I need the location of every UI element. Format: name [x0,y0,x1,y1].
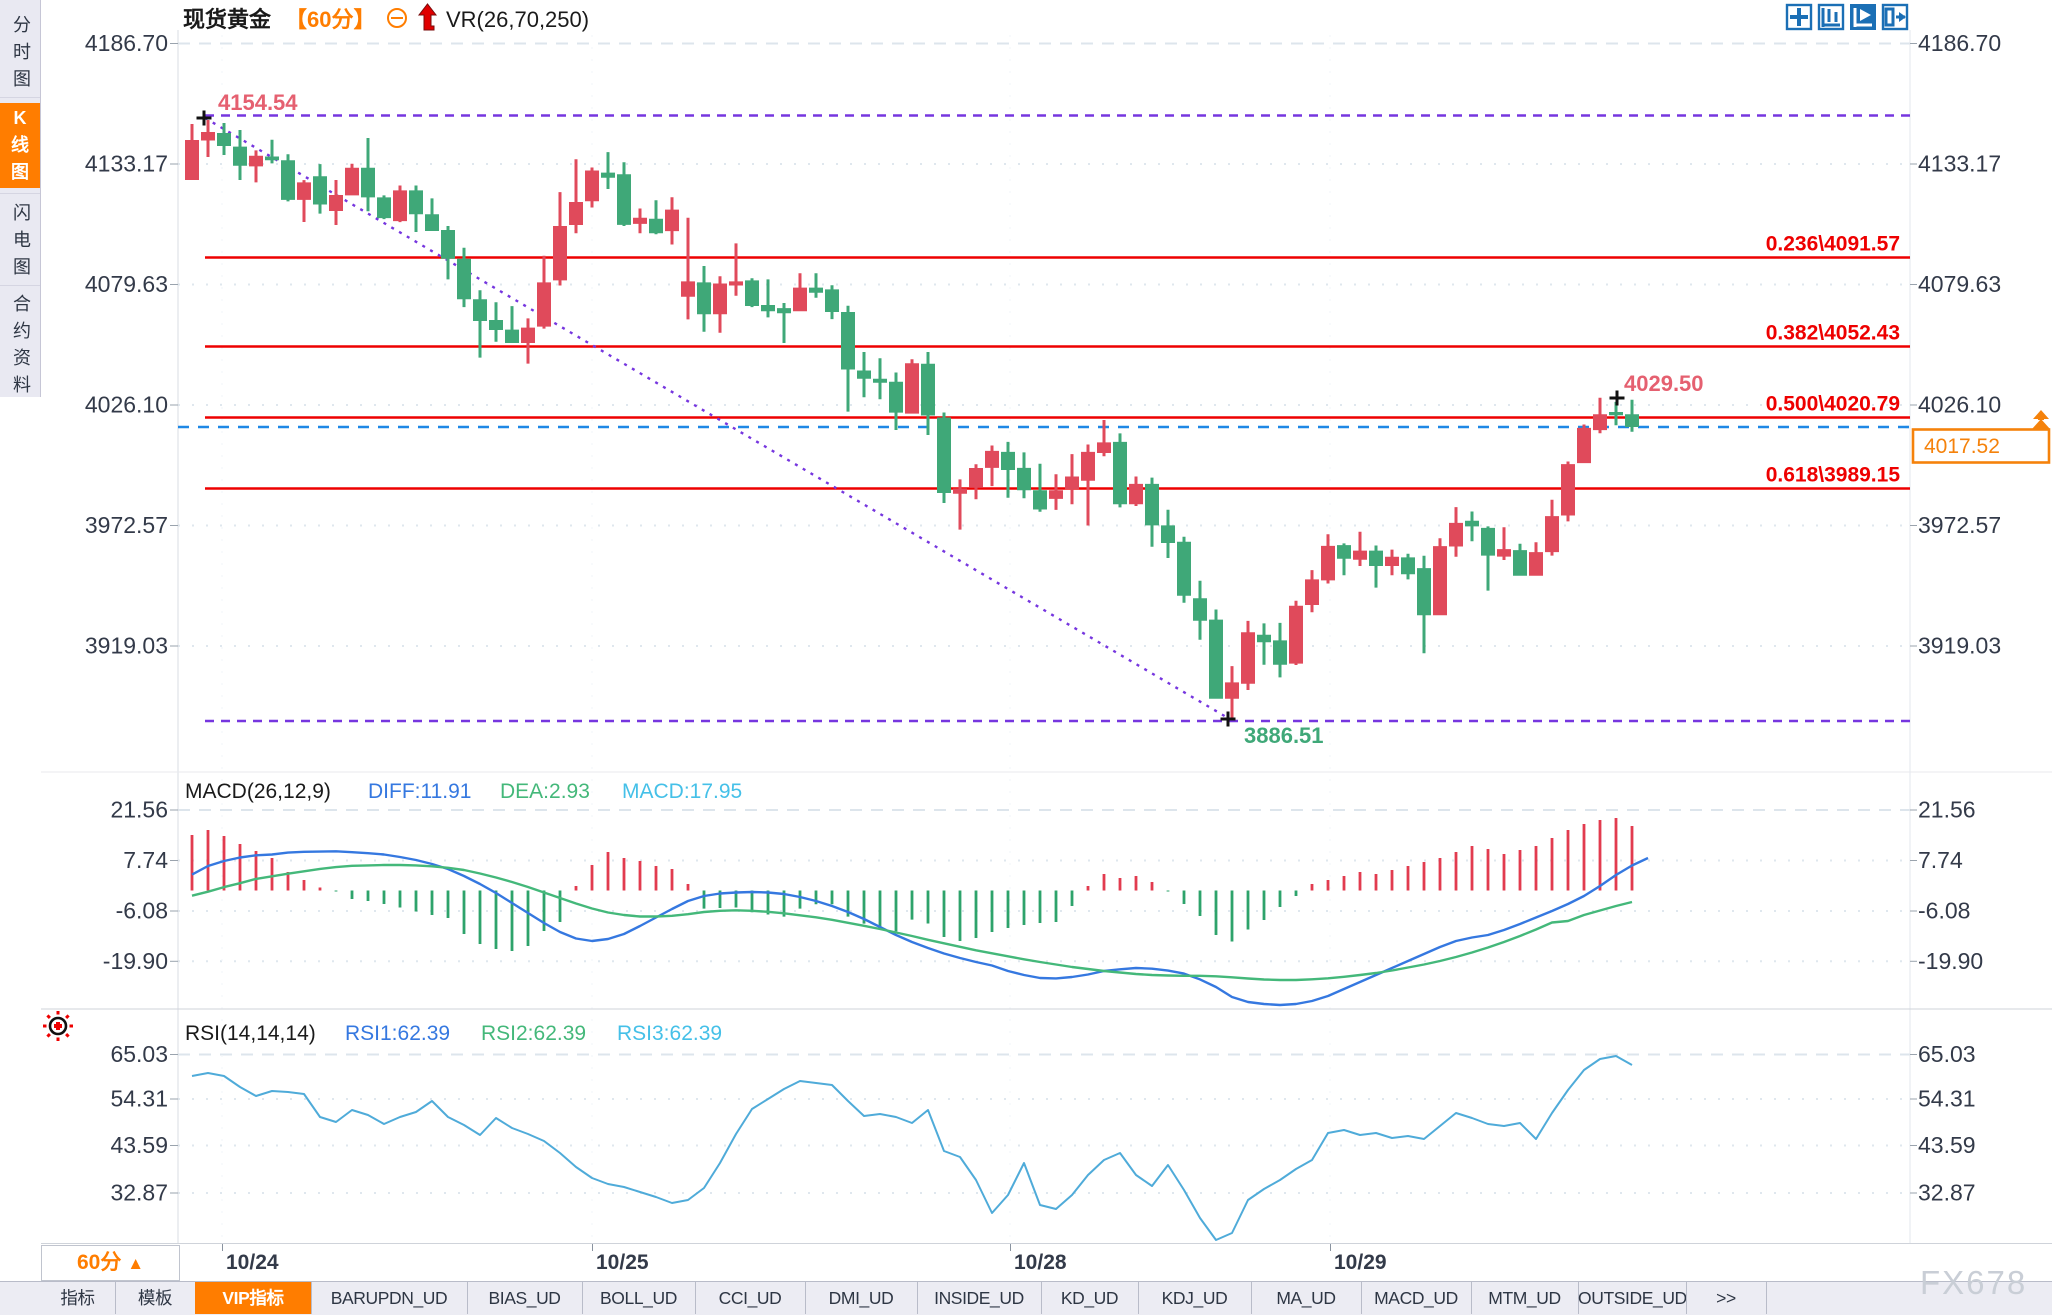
svg-text:4154.54: 4154.54 [218,90,298,115]
svg-text:-6.08: -6.08 [116,898,168,924]
svg-text:4133.17: 4133.17 [1918,151,2001,177]
svg-text:3972.57: 3972.57 [85,512,168,538]
svg-text:DIFF:11.91: DIFF:11.91 [368,780,471,803]
svg-text:4026.10: 4026.10 [85,392,168,418]
svg-text:4186.70: 4186.70 [1918,30,2001,56]
svg-text:RSI3:62.39: RSI3:62.39 [617,1022,722,1045]
svg-text:4026.10: 4026.10 [1918,392,2001,418]
svg-text:3972.57: 3972.57 [1918,512,2001,538]
svg-text:4079.63: 4079.63 [1918,271,2001,297]
svg-text:21.56: 21.56 [110,797,168,823]
svg-text:54.31: 54.31 [1918,1086,1976,1112]
svg-text:3886.51: 3886.51 [1244,723,1324,748]
svg-text:32.87: 32.87 [1918,1180,1976,1206]
svg-text:7.74: 7.74 [1918,847,1963,873]
svg-text:0.236\4091.57: 0.236\4091.57 [1766,233,1900,256]
svg-text:MACD(26,12,9): MACD(26,12,9) [185,780,331,803]
svg-text:4133.17: 4133.17 [85,151,168,177]
svg-text:54.31: 54.31 [110,1086,168,1112]
svg-text:0.382\4052.43: 0.382\4052.43 [1766,322,1900,345]
svg-text:4029.50: 4029.50 [1624,371,1704,396]
svg-text:4186.70: 4186.70 [85,30,168,56]
svg-text:4079.63: 4079.63 [85,271,168,297]
svg-text:MACD:17.95: MACD:17.95 [622,780,742,803]
svg-text:【60分】: 【60分】 [285,7,375,32]
svg-text:0.500\4020.79: 0.500\4020.79 [1766,393,1900,416]
svg-text:RSI2:62.39: RSI2:62.39 [481,1022,586,1045]
svg-text:RSI(14,14,14): RSI(14,14,14) [185,1022,316,1045]
svg-text:现货黄金: 现货黄金 [183,7,272,32]
svg-text:65.03: 65.03 [110,1041,168,1067]
svg-text:32.87: 32.87 [110,1180,168,1206]
svg-text:-6.08: -6.08 [1918,898,1970,924]
svg-text:3919.03: 3919.03 [85,633,168,659]
svg-text:7.74: 7.74 [123,847,168,873]
svg-text:-19.90: -19.90 [103,948,168,974]
svg-text:VR(26,70,250): VR(26,70,250) [446,7,589,32]
svg-text:RSI1:62.39: RSI1:62.39 [345,1022,450,1045]
svg-text:3919.03: 3919.03 [1918,633,2001,659]
svg-text:0.618\3989.15: 0.618\3989.15 [1766,464,1901,487]
svg-text:4017.52: 4017.52 [1924,435,2000,458]
svg-text:43.59: 43.59 [1918,1132,1976,1158]
svg-text:43.59: 43.59 [110,1132,168,1158]
svg-text:65.03: 65.03 [1918,1041,1976,1067]
svg-text:21.56: 21.56 [1918,797,1976,823]
svg-text:-19.90: -19.90 [1918,948,1983,974]
svg-text:DEA:2.93: DEA:2.93 [500,780,590,803]
